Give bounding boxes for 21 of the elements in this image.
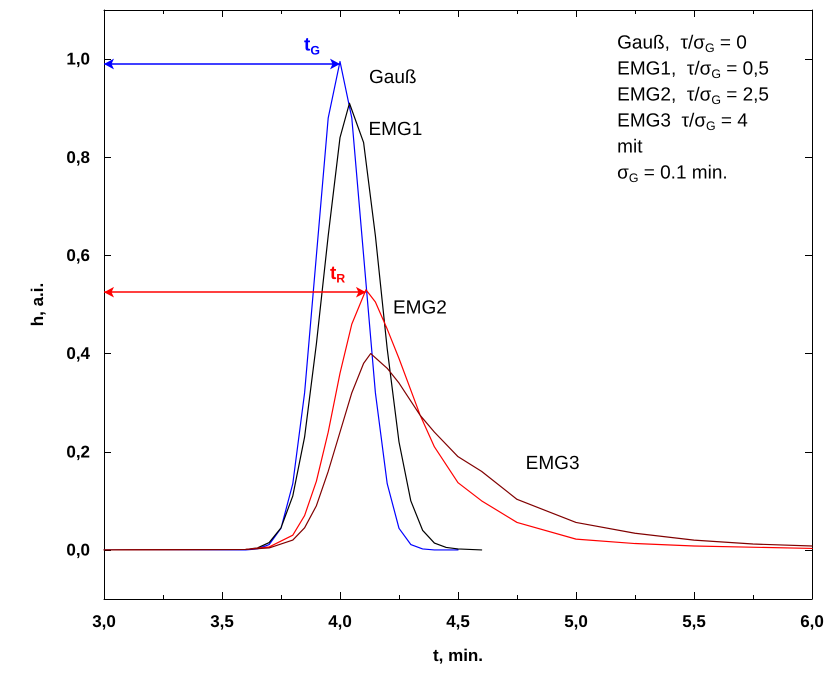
x-tick-label: 4,0 xyxy=(328,612,352,631)
line-series xyxy=(103,352,813,551)
x-tick-label: 5,0 xyxy=(564,612,588,631)
x-axis-title: t, min. xyxy=(432,646,484,665)
annotation: mit xyxy=(617,136,644,158)
y-axis-title: h, a.i. xyxy=(28,282,47,326)
y-tick-label: 0,8 xyxy=(66,148,90,167)
series-label: EMG3 xyxy=(526,453,580,474)
x-tick-label: 6,0 xyxy=(800,612,824,631)
x-tick-label: 5,5 xyxy=(682,612,706,631)
x-tick-label: 3,5 xyxy=(210,612,234,631)
y-tick-label: 0,0 xyxy=(66,540,90,560)
y-tick-label: 0,2 xyxy=(66,442,90,462)
series-label: Gauß xyxy=(369,67,417,88)
series-label: EMG2 xyxy=(392,297,447,318)
y-tick-label: 0,6 xyxy=(66,246,90,265)
x-tick-label: 4,5 xyxy=(446,612,470,631)
y-tick-label: 1,0 xyxy=(66,50,90,69)
series-label: EMG1 xyxy=(368,118,422,140)
y-tick-label: 0,4 xyxy=(66,344,91,364)
x-tick-label: 3,0 xyxy=(92,612,116,631)
